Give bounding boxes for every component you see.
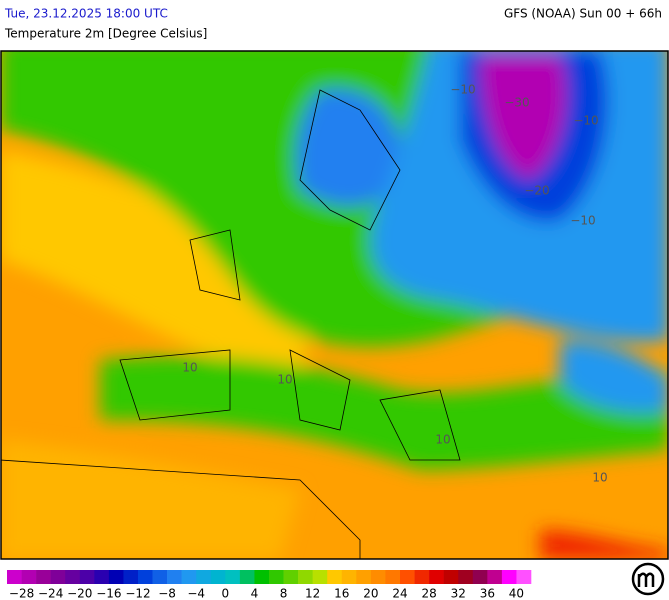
colorbar-label: 16 — [334, 587, 349, 600]
color-swatch — [65, 570, 81, 584]
color-swatch — [356, 570, 372, 584]
color-swatch — [385, 570, 401, 584]
contour-label: 10 — [592, 471, 607, 485]
color-swatch — [50, 570, 66, 584]
logo — [631, 562, 665, 596]
color-swatch — [94, 570, 110, 584]
contour-label: 10 — [277, 373, 292, 387]
contour-label: 10 — [182, 361, 197, 375]
color-swatch — [269, 570, 284, 584]
contour-labels: −30 −20 −10 −10 −10 10 10 10 10 — [182, 83, 607, 485]
color-swatch — [138, 570, 153, 584]
parameter: Temperature 2m [Degree Celsius] — [4, 27, 207, 41]
colorbar: −28 −24 −20 −16 −12 −8 −4 0 4 8 12 16 20 24 28 32 36 40 — [7, 570, 532, 600]
colorbar-label: −20 — [67, 587, 92, 600]
color-swatch — [516, 570, 532, 584]
colorbar-label: −16 — [96, 587, 121, 600]
color-swatch — [370, 570, 386, 584]
color-swatch — [298, 570, 313, 584]
temperature-field — [1, 51, 668, 559]
contour-label: −20 — [524, 184, 549, 198]
color-swatch — [327, 570, 343, 584]
color-swatch — [254, 570, 270, 584]
map-frame — [0, 50, 669, 560]
color-swatch — [21, 570, 37, 584]
color-swatch — [181, 570, 197, 584]
contour-label: −10 — [450, 83, 475, 97]
colorbar-label: 28 — [421, 587, 436, 600]
color-swatch — [312, 570, 328, 584]
contour-label: −10 — [573, 114, 598, 128]
color-swatch — [36, 570, 51, 584]
color-swatch — [283, 570, 299, 584]
colorbar-label: −12 — [125, 587, 150, 600]
color-swatch — [487, 570, 503, 584]
color-swatch — [152, 570, 168, 584]
color-swatch — [400, 570, 415, 584]
colorbar-label: −24 — [38, 587, 63, 600]
colorbar-label: −4 — [187, 587, 205, 600]
colorbar-label: 40 — [509, 587, 524, 600]
color-swatch — [7, 570, 22, 584]
color-swatch — [167, 570, 182, 584]
color-swatch — [123, 570, 139, 584]
colorbar-label: 0 — [222, 587, 230, 600]
color-swatch — [196, 570, 212, 584]
color-swatch — [341, 570, 357, 584]
colorbar-label: 24 — [392, 587, 407, 600]
colorbar-label: 4 — [251, 587, 259, 600]
contour-label: −30 — [504, 96, 529, 110]
colorbar-label: 20 — [363, 587, 378, 600]
colorbar-label: 8 — [280, 587, 288, 600]
color-swatch — [210, 570, 226, 584]
color-swatch — [458, 570, 474, 584]
color-swatch — [443, 570, 459, 584]
colorbar-label: 12 — [305, 587, 320, 600]
contour-label: −10 — [570, 214, 595, 228]
color-swatch — [79, 570, 95, 584]
color-swatch — [472, 570, 488, 584]
colorbar-label: 36 — [480, 587, 495, 600]
color-swatch — [414, 570, 430, 584]
contour-label: 10 — [435, 433, 450, 447]
color-swatch — [225, 570, 241, 584]
datetime: Tue, 23.12.2025 18:00 UTC — [4, 7, 168, 21]
colorbar-label: −8 — [158, 587, 176, 600]
color-swatch — [501, 570, 517, 584]
color-swatch — [429, 570, 444, 584]
colorbar-label: 32 — [451, 587, 466, 600]
colorbar-label: −28 — [9, 587, 34, 600]
color-swatch — [239, 570, 255, 584]
model-run: GFS (NOAA) Sun 00 + 66h — [504, 7, 662, 21]
color-swatch — [108, 570, 124, 584]
